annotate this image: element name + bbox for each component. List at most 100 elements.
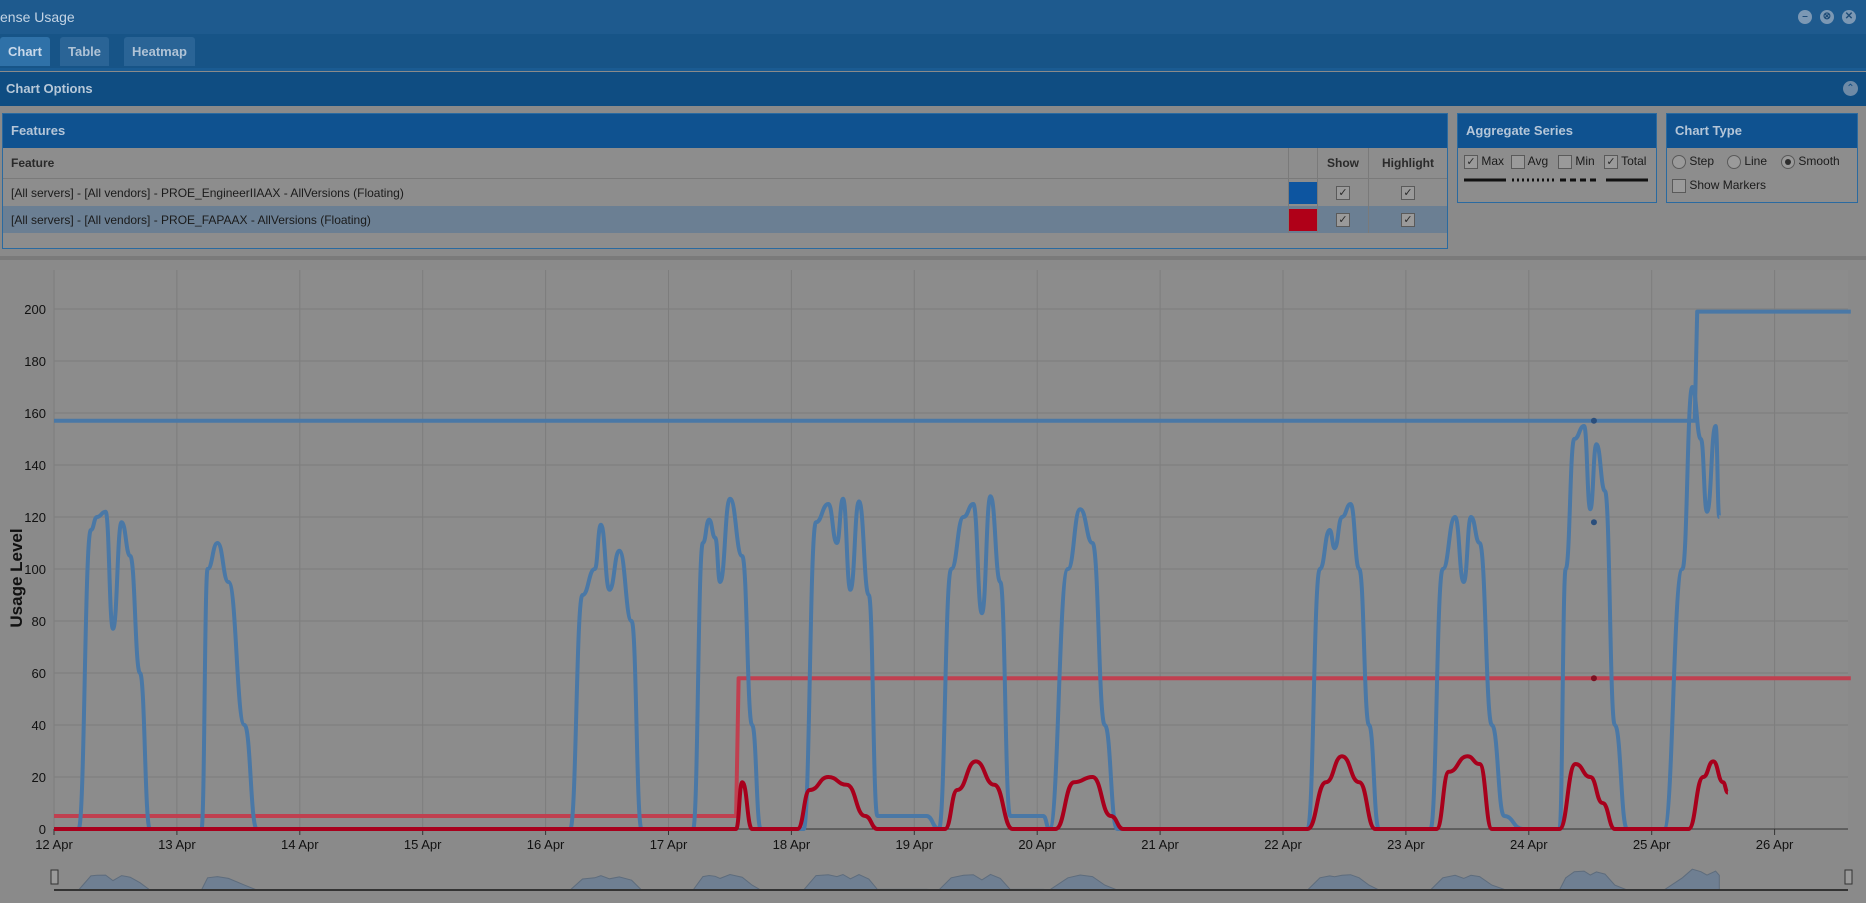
y-tick-label: 120 [24, 510, 46, 525]
y-tick-label: 60 [32, 666, 46, 681]
x-tick-label: 15 Apr [404, 837, 442, 852]
chart-options-bar[interactable]: Chart Options ⌃ [0, 72, 1866, 106]
max-label: Max [1481, 154, 1505, 168]
show-checkbox[interactable]: ✓ [1336, 185, 1350, 200]
highlight-checkbox[interactable]: ✓ [1401, 212, 1415, 227]
range-navigator[interactable] [50, 864, 1853, 891]
color-cell[interactable] [1288, 206, 1318, 233]
limit-series-line [54, 309, 1851, 423]
avg-checkbox[interactable] [1511, 154, 1525, 169]
x-tick-label: 24 Apr [1510, 837, 1548, 852]
show-checkbox[interactable]: ✓ [1336, 212, 1350, 227]
min-checkbox[interactable] [1558, 154, 1572, 169]
feature-name: [All servers] - [All vendors] - PROE_FAP… [3, 206, 1289, 233]
y-tick-label: 0 [39, 822, 46, 837]
hover-marker [1590, 519, 1597, 526]
restore-icon[interactable]: ⊗ [1820, 10, 1834, 24]
column-color [1288, 148, 1318, 179]
y-tick-label: 100 [24, 562, 46, 577]
x-tick-label: 19 Apr [896, 837, 934, 852]
chart-type-title: Chart Type [1667, 114, 1857, 148]
x-axis-labels: 12 Apr 13 Apr 14 Apr 15 Apr 16 Apr 17 Apr 18 A… [35, 837, 1794, 852]
x-tick-label: 14 Apr [281, 837, 319, 852]
x-tick-label: 13 Apr [158, 837, 196, 852]
table-row[interactable]: [All servers] - [All vendors] - PROE_FAP… [3, 206, 1447, 233]
x-tick-label: 21 Apr [1141, 837, 1179, 852]
x-tick-label: 12 Apr [35, 837, 73, 852]
chart-series [54, 309, 1851, 832]
show-markers-checkbox[interactable] [1672, 178, 1686, 193]
chart-type-step[interactable]: Step [1672, 154, 1714, 169]
x-tick-label: 25 Apr [1633, 837, 1671, 852]
show-cell: ✓ [1317, 178, 1369, 206]
x-tick-label: 22 Apr [1264, 837, 1302, 852]
features-panel: Features Feature Show Highlight [All ser… [2, 113, 1448, 249]
table-row[interactable]: [All servers] - [All vendors] - PROE_Eng… [3, 178, 1448, 207]
window-title: ense Usage [0, 9, 75, 25]
chart-type-panel: Chart Type Step Line Smooth Show Markers [1666, 113, 1858, 203]
aggregate-panel: Aggregate Series ✓ Max Avg Min ✓ Total [1457, 113, 1657, 203]
highlight-checkbox[interactable]: ✓ [1401, 185, 1415, 200]
y-tick-label: 160 [24, 406, 46, 421]
show-markers-label: Show Markers [1689, 178, 1767, 192]
aggregate-avg[interactable]: Avg [1511, 154, 1548, 169]
max-checkbox[interactable]: ✓ [1464, 154, 1478, 169]
panel-splitter[interactable] [0, 256, 1866, 260]
plot-background [54, 270, 1848, 829]
minimize-icon[interactable]: – [1798, 10, 1812, 24]
total-label: Total [1621, 154, 1647, 168]
close-icon[interactable]: ✕ [1842, 10, 1856, 24]
min-label: Min [1575, 154, 1595, 168]
aggregate-total[interactable]: ✓ Total [1604, 154, 1646, 169]
color-swatch[interactable] [1289, 181, 1317, 204]
smooth-label: Smooth [1798, 154, 1840, 168]
y-tick-label: 180 [24, 354, 46, 369]
navigator-handle-right[interactable] [1844, 869, 1853, 885]
aggregate-title: Aggregate Series [1458, 114, 1656, 148]
chart-markers [1590, 417, 1597, 682]
show-cell: ✓ [1317, 206, 1369, 233]
feature-name: [All servers] - [All vendors] - PROE_Eng… [3, 178, 1289, 206]
total-checkbox[interactable]: ✓ [1604, 154, 1618, 169]
navigator-handle-left[interactable] [50, 869, 59, 885]
chart-options-label: Chart Options [6, 81, 93, 96]
window-titlebar: ense Usage – ⊗ ✕ [0, 0, 1866, 34]
color-cell[interactable] [1288, 178, 1318, 206]
show-markers-option[interactable]: Show Markers [1672, 178, 1766, 193]
column-show[interactable]: Show [1317, 148, 1369, 179]
y-tick-label: 20 [32, 770, 46, 785]
hover-marker [1590, 417, 1597, 424]
x-tick-label: 20 Apr [1018, 837, 1056, 852]
smooth-radio[interactable] [1781, 154, 1795, 169]
highlight-cell: ✓ [1368, 206, 1447, 233]
column-highlight[interactable]: Highlight [1368, 148, 1447, 179]
tab-bar: Chart Table Heatmap [0, 34, 1866, 71]
x-tick-label: 16 Apr [527, 837, 565, 852]
chart-type-line[interactable]: Line [1727, 154, 1767, 169]
line-label: Line [1744, 154, 1768, 168]
aggregate-line-styles [1464, 178, 1648, 182]
step-radio[interactable] [1672, 154, 1686, 169]
features-title: Features [3, 114, 1447, 148]
line-radio[interactable] [1727, 154, 1741, 169]
y-tick-label: 200 [24, 302, 46, 317]
usage-chart: 0 20 40 60 80 100 120 140 160 180 200 12 Apr 13 Apr… [7, 270, 1853, 891]
tab-heatmap[interactable]: Heatmap [124, 37, 195, 66]
step-label: Step [1689, 154, 1715, 168]
x-tick-label: 23 Apr [1387, 837, 1425, 852]
aggregate-max[interactable]: ✓ Max [1464, 154, 1504, 169]
x-tick-label: 17 Apr [650, 837, 688, 852]
usage-series-line [54, 754, 1729, 832]
highlight-cell: ✓ [1369, 179, 1448, 207]
x-tick-label: 26 Apr [1756, 837, 1794, 852]
aggregate-min[interactable]: Min [1558, 154, 1595, 169]
chart-type-smooth[interactable]: Smooth [1781, 154, 1840, 169]
avg-label: Avg [1527, 154, 1549, 168]
color-swatch[interactable] [1289, 208, 1317, 231]
collapse-icon[interactable]: ⌃ [1843, 81, 1858, 96]
tab-chart[interactable]: Chart [0, 37, 50, 66]
column-feature[interactable]: Feature [3, 148, 1289, 179]
y-tick-label: 40 [32, 718, 46, 733]
tab-table[interactable]: Table [60, 37, 109, 66]
features-table: Feature Show Highlight [All servers] - [… [3, 148, 1447, 233]
